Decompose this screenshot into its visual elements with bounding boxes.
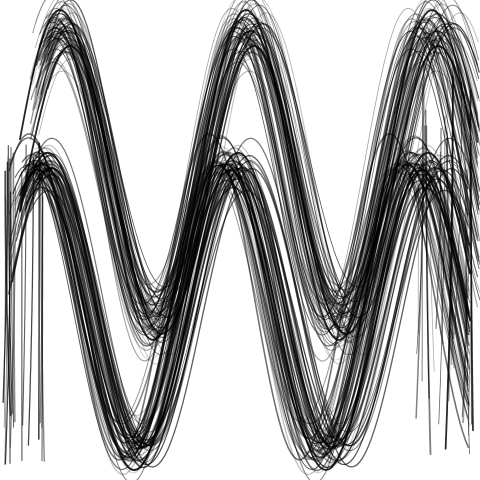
- wave-strand: [446, 131, 455, 369]
- wave-strand: [38, 35, 478, 305]
- wave-strand: [41, 187, 43, 429]
- wave-strand: [19, 45, 471, 335]
- wave-strand: [34, 0, 480, 347]
- wave-strand: [22, 144, 27, 426]
- wave-strand: [45, 36, 479, 338]
- wave-strand: [10, 137, 471, 447]
- wave-strand: [8, 133, 470, 461]
- wave-strand: [4, 170, 12, 417]
- wave-strand: [415, 61, 425, 419]
- wave-strand: [36, 178, 470, 462]
- wave-strand: [435, 127, 442, 330]
- wave-strand: [461, 156, 471, 417]
- wave-strand: [30, 61, 479, 329]
- wave-strand: [47, 17, 480, 356]
- wave-strand: [23, 162, 469, 454]
- wave-strand: [32, 0, 480, 327]
- wave-strand: [11, 166, 470, 469]
- wave-strand: [46, 27, 480, 347]
- wave-strand: [438, 115, 446, 425]
- wave-strand: [454, 82, 463, 335]
- wave-strand: [464, 85, 470, 455]
- wave-strand: [19, 9, 471, 341]
- wave-strand: [19, 151, 471, 449]
- wave-strand: [45, 0, 479, 317]
- wave-strand: [39, 16, 479, 319]
- wave-strand: [30, 3, 479, 344]
- wave-strand: [429, 158, 435, 372]
- wave-strand: [16, 160, 471, 456]
- wave-strand: [45, 13, 479, 333]
- wave-strand: [29, 51, 479, 307]
- wave-strand: [470, 163, 473, 425]
- wave-strand: [25, 153, 471, 445]
- wave-strand: [34, 42, 479, 334]
- wave-strand: [48, 58, 478, 320]
- wave-strand: [39, 39, 478, 319]
- wave-strand: [43, 32, 480, 336]
- wave-strand: [29, 161, 470, 450]
- wave-strand: [29, 20, 478, 301]
- wave-strand: [38, 58, 480, 329]
- wave-strand: [9, 186, 16, 448]
- wave-strand: [39, 0, 479, 316]
- wave-strand: [47, 44, 480, 300]
- wave-strand: [47, 21, 480, 315]
- wave-strand: [4, 191, 12, 465]
- wave-strand: [14, 164, 469, 470]
- wave-strand: [446, 137, 455, 340]
- wave-strand: [19, 169, 471, 471]
- wave-strand: [425, 125, 432, 456]
- wave-strand: [17, 161, 469, 433]
- wave-strand: [27, 156, 34, 446]
- wave-strand: [444, 75, 454, 450]
- wave-strand: [12, 152, 16, 423]
- wave-strand: [39, 156, 46, 462]
